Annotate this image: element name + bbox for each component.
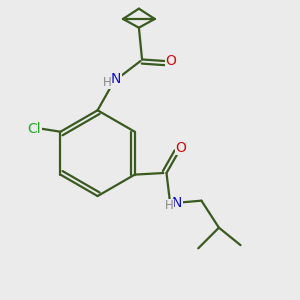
Text: H: H	[103, 76, 112, 88]
Text: N: N	[110, 73, 121, 86]
Text: H: H	[165, 199, 173, 212]
Text: Cl: Cl	[27, 122, 41, 136]
Text: O: O	[175, 141, 186, 154]
Text: N: N	[172, 196, 182, 210]
Text: O: O	[165, 54, 176, 68]
